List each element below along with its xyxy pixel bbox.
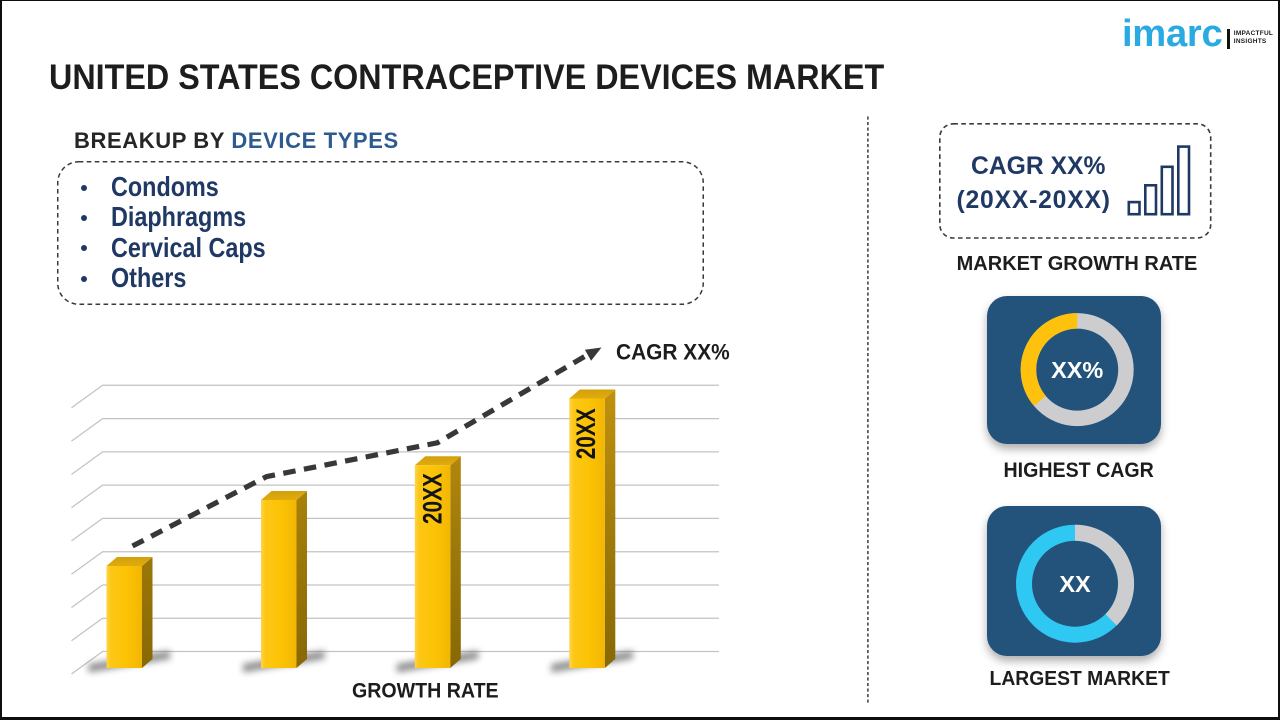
svg-text:XX%: XX% xyxy=(1051,357,1103,383)
svg-text:GROWTH RATE: GROWTH RATE xyxy=(352,680,499,703)
svg-text:XX: XX xyxy=(1059,571,1091,597)
svg-text:CAGR XX%: CAGR XX% xyxy=(616,340,730,365)
svg-text:20XX: 20XX xyxy=(417,473,447,524)
svg-text:20XX: 20XX xyxy=(571,408,601,459)
